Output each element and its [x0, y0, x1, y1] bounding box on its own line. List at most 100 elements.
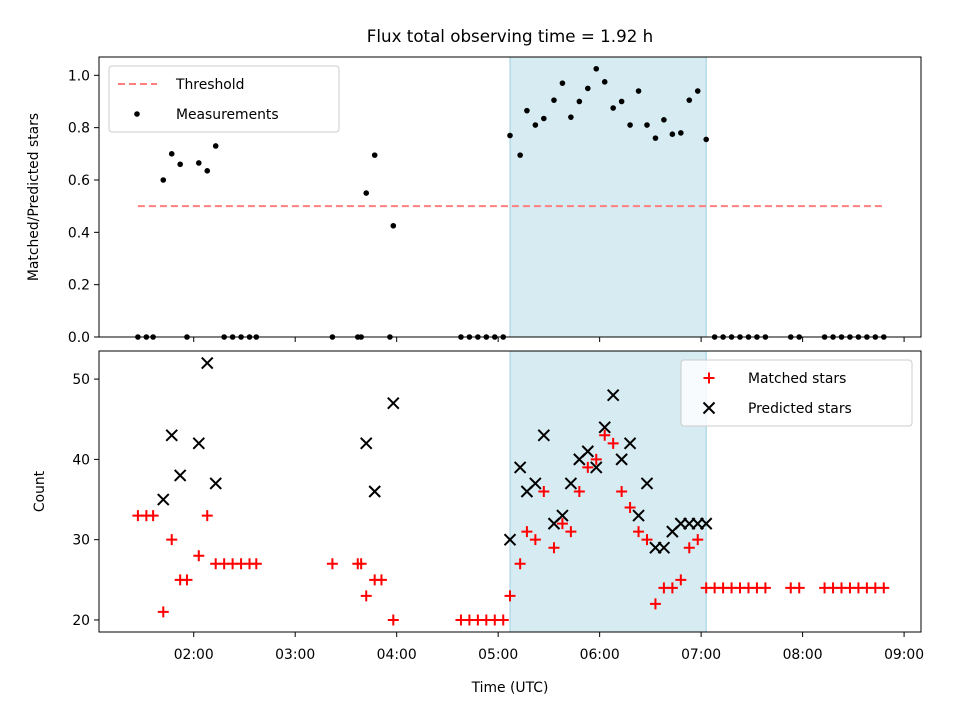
y-tick-label: 0.6	[68, 173, 90, 189]
predicted-stars-point	[606, 388, 620, 402]
x-tick-label: 07:00	[681, 647, 721, 663]
matched-stars-point	[793, 582, 805, 594]
matched-stars-point	[157, 606, 169, 618]
y-tick-label: 0.0	[68, 330, 90, 346]
legend-label: Matched stars	[748, 371, 846, 387]
matched-stars-point	[878, 582, 890, 594]
matched-stars-point	[565, 526, 577, 538]
predicted-stars-point	[529, 477, 542, 490]
measurement-point	[610, 105, 616, 111]
predicted-stars-point	[513, 461, 527, 474]
x-tick-label: 08:00	[783, 647, 823, 663]
predicted-stars-point	[581, 445, 595, 458]
matched-stars-point	[666, 582, 678, 594]
matched-stars-point	[683, 542, 695, 554]
measurement-point	[661, 117, 667, 123]
predicted-stars-point	[699, 517, 713, 530]
measurement-point	[627, 122, 633, 128]
chart-title: Flux total observing time = 1.92 h	[367, 26, 653, 46]
matched-stars-point	[616, 486, 628, 497]
matched-stars-point	[675, 574, 687, 586]
measurement-point	[195, 160, 202, 166]
measurement-point	[559, 80, 566, 86]
matched-stars-point	[692, 534, 704, 546]
measurement-point	[363, 190, 370, 196]
x-tick-label: 06:00	[580, 647, 620, 663]
x-tick-label: 04:00	[377, 647, 417, 663]
predicted-stars-point	[209, 477, 222, 490]
measurement-point	[541, 115, 547, 122]
measurement-point	[585, 85, 591, 92]
matched-stars-point	[548, 542, 560, 554]
predicted-stars-point	[165, 429, 178, 442]
matched-stars-point	[521, 526, 533, 538]
measurement-point	[390, 222, 397, 229]
x-axis-label: Time (UTC)	[471, 680, 549, 696]
y-tick-label: 50	[72, 372, 90, 388]
x-tick-label: 02:00	[174, 647, 214, 663]
matched-stars-point	[582, 461, 594, 473]
measurement-point	[568, 114, 574, 120]
measurement-point	[168, 151, 175, 157]
y-tick-label: 0.8	[68, 121, 90, 137]
x-tick-label: 05:00	[478, 647, 518, 663]
predicted-stars-point	[360, 437, 373, 450]
y-tick-label: 1.0	[68, 68, 90, 84]
legend-plus-swatch	[703, 372, 715, 384]
x-tick-label: 09:00	[884, 647, 924, 663]
matched-stars-point	[514, 558, 526, 570]
matched-stars-point	[607, 437, 619, 449]
predicted-stars-point	[201, 356, 214, 370]
bottom-legend: Matched stars Predicted stars	[680, 359, 913, 427]
measurement-point	[576, 98, 583, 105]
matched-stars-point	[641, 534, 653, 546]
bottom-panel: 20 30 40 50 Count Matched stars Predicted st…	[32, 350, 922, 633]
legend-dots-swatch	[134, 111, 140, 117]
y-tick-label: 0.2	[68, 278, 90, 294]
predicted-stars-point	[556, 509, 569, 522]
measurement-point	[635, 88, 642, 94]
measurement-point	[507, 132, 513, 139]
matched-stars-point	[624, 502, 636, 514]
predicted-stars-point	[623, 437, 637, 450]
measurement-point	[551, 97, 557, 103]
matched-stars-point	[590, 453, 602, 465]
measurement-point	[160, 177, 167, 183]
predicted-stars-point	[173, 469, 187, 482]
matched-stars-point	[633, 526, 645, 538]
matched-stars-point	[573, 486, 585, 497]
y-tick-label: 40	[72, 452, 90, 468]
legend-box	[108, 65, 340, 133]
measurement-point	[517, 152, 523, 158]
legend-box	[680, 359, 913, 427]
matched-stars-point	[326, 558, 338, 570]
matched-stars-point	[181, 574, 193, 586]
legend-x-swatch	[702, 401, 716, 415]
measurement-point	[177, 161, 183, 168]
legend-label: Measurements	[176, 107, 279, 123]
top-panel-shaded-interval	[509, 56, 707, 338]
measurement-point	[371, 152, 378, 158]
y-tick-label: 20	[72, 613, 90, 629]
matched-stars-point	[375, 574, 387, 586]
y-tick-label: 0.4	[68, 225, 90, 241]
measurement-point	[694, 88, 701, 94]
matched-stars-point	[759, 582, 771, 594]
matched-stars-point	[387, 614, 399, 626]
matched-stars-point	[193, 550, 205, 562]
measurement-point	[686, 97, 693, 103]
predicted-stars-point	[640, 477, 654, 490]
predicted-stars-point	[632, 509, 645, 522]
predicted-stars-point	[657, 541, 671, 554]
measurement-point	[652, 135, 659, 141]
measurement-point	[644, 122, 650, 128]
matched-stars-point	[250, 558, 262, 570]
predicted-stars-point	[192, 437, 205, 450]
measurement-point	[593, 65, 600, 72]
matched-stars-point	[201, 510, 213, 522]
predicted-stars-point	[368, 485, 381, 498]
measurement-point	[212, 143, 219, 149]
x-tick-label: 03:00	[275, 647, 315, 663]
matched-stars-point	[599, 429, 611, 441]
